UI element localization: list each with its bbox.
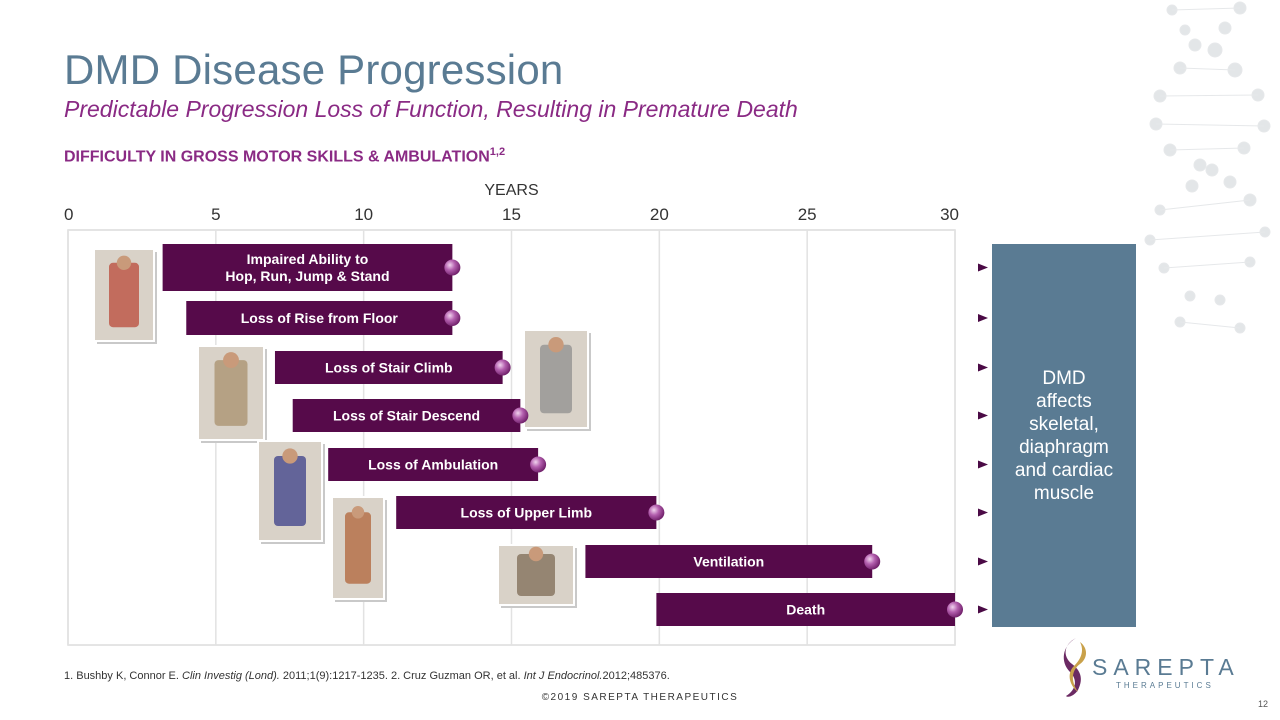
page-title: DMD Disease Progression xyxy=(64,46,564,93)
logo-subtitle: THERAPEUTICS xyxy=(1116,681,1214,690)
footnote-journal: Clin Investig (Lond). xyxy=(182,670,280,682)
milestone-label: Loss of Ambulation xyxy=(368,457,498,473)
footnote-part: 1. Bushby K, Connor E. xyxy=(64,670,183,682)
upper-limb-photo xyxy=(331,496,387,602)
axis-title: YEARS xyxy=(484,182,538,199)
milestone-end-marker xyxy=(444,259,461,276)
milestone-end-marker xyxy=(864,553,881,570)
milestone-label-line: Loss of Stair Climb xyxy=(325,360,453,376)
photo-head xyxy=(116,255,132,270)
milestone-bar xyxy=(396,496,657,529)
milestone-bar xyxy=(585,545,873,578)
axis-tick-label: 10 xyxy=(354,205,373,224)
section-heading-text: DIFFICULTY IN GROSS MOTOR SKILLS & AMBUL… xyxy=(64,148,490,166)
photo-head xyxy=(223,352,239,369)
boy-standing-photo xyxy=(93,248,157,344)
milestone-label-line: Death xyxy=(786,602,825,618)
axis-tick-label: 5 xyxy=(211,205,220,224)
milestone-label-line: Loss of Upper Limb xyxy=(461,505,592,521)
dmd-affects-line: DMD xyxy=(1042,367,1086,389)
axis-tick-label: 0 xyxy=(64,205,73,224)
milestone-bar xyxy=(186,301,453,335)
milestone-bar xyxy=(656,593,955,626)
photo-head xyxy=(351,506,365,519)
dmd-affects-line: and cardiac xyxy=(1014,459,1114,481)
photo-figure xyxy=(109,262,139,328)
photo-figure xyxy=(345,512,371,584)
dmd-affects-line: skeletal, xyxy=(1029,413,1099,435)
dna-background-graphic xyxy=(1144,1,1271,334)
axis-tick-label: 25 xyxy=(798,205,817,224)
milestone-label: Loss of Upper Limb xyxy=(461,505,592,521)
stair-climb-photo xyxy=(197,345,267,443)
section-heading: DIFFICULTY IN GROSS MOTOR SKILLS & AMBUL… xyxy=(64,146,505,166)
page-number: 12 xyxy=(1257,699,1268,709)
milestone-end-marker xyxy=(947,601,963,618)
milestone-bar xyxy=(274,351,503,384)
wheelchair-photo xyxy=(257,440,325,544)
section-heading-citation: 1,2 xyxy=(489,146,506,158)
milestone-arrows xyxy=(452,263,988,614)
dmd-affects-line: diaphragm xyxy=(1019,436,1109,458)
photo-head xyxy=(528,546,544,562)
milestone-label: Impaired Ability to Hop, Run, Jump & Stan… xyxy=(225,251,389,284)
milestone-end-marker xyxy=(648,504,665,521)
dmd-affects-line: affects xyxy=(1036,390,1092,412)
milestone-label-line: Impaired Ability to xyxy=(247,251,369,267)
milestone-bar xyxy=(328,448,539,481)
axis-tick-label: 20 xyxy=(650,205,669,224)
photo-head xyxy=(282,448,298,464)
photo-figure xyxy=(214,360,248,426)
dmd-affects-line: muscle xyxy=(1033,482,1095,504)
milestone-label-line: Loss of Rise from Floor xyxy=(241,310,399,326)
milestone-label: Death xyxy=(786,602,825,618)
milestone-end-marker xyxy=(494,359,511,376)
footnote-part: 2012;485376. xyxy=(602,670,670,682)
photo-head xyxy=(548,337,564,353)
axis-tick-label: 15 xyxy=(502,205,521,224)
milestone-label: Ventilation xyxy=(693,554,764,570)
photo-figure xyxy=(274,456,306,526)
timeline-axis: YEARS 0 5 10 15 20 25 30 xyxy=(64,182,959,224)
sarepta-logo-mark xyxy=(1063,638,1086,697)
milestone-bar xyxy=(162,244,453,291)
milestone-label-line: Ventilation xyxy=(693,554,764,570)
dmd-affects-box: DMD affects skeletal, diaphragm and cardiac m… xyxy=(992,244,1136,627)
milestone-end-marker xyxy=(512,407,529,424)
footnote-journal: Int J Endocrinol. xyxy=(523,670,603,682)
milestone-bars: Impaired Ability to Hop, Run, Jump & Stan… xyxy=(162,244,963,626)
milestone-end-marker xyxy=(444,310,461,326)
milestone-label-line: Hop, Run, Jump & Stand xyxy=(225,268,389,284)
milestone-label: Loss of Rise from Floor xyxy=(241,310,399,326)
page-subtitle: Predictable Progression Loss of Function… xyxy=(64,96,798,122)
milestone-label-line: Loss of Ambulation xyxy=(368,457,498,473)
milestone-label: Loss of Stair Climb xyxy=(325,360,453,376)
milestone-bar xyxy=(292,399,521,432)
milestone-end-marker xyxy=(530,456,547,473)
logo-wordmark: SAREPTA xyxy=(1092,654,1240,680)
footnote-references: 1. Bushby K, Connor E. Clin Investig (Lo… xyxy=(64,670,670,682)
dmd-affects-text: DMD affects skeletal, diaphragm and cardiac m… xyxy=(995,367,1133,505)
photo-figure xyxy=(517,554,555,596)
ventilation-photo xyxy=(497,544,577,608)
axis-tick-label: 30 xyxy=(940,205,959,224)
footnote-part: 2011;1(9):1217-1235. 2. Cruz Guzman OR, … xyxy=(279,670,524,682)
milestone-label: Loss of Stair Descend xyxy=(333,408,480,424)
milestone-label-line: Loss of Stair Descend xyxy=(333,408,480,424)
photo-figure xyxy=(540,344,572,414)
copyright-notice: ©2019 SAREPTA THERAPEUTICS xyxy=(541,692,739,703)
